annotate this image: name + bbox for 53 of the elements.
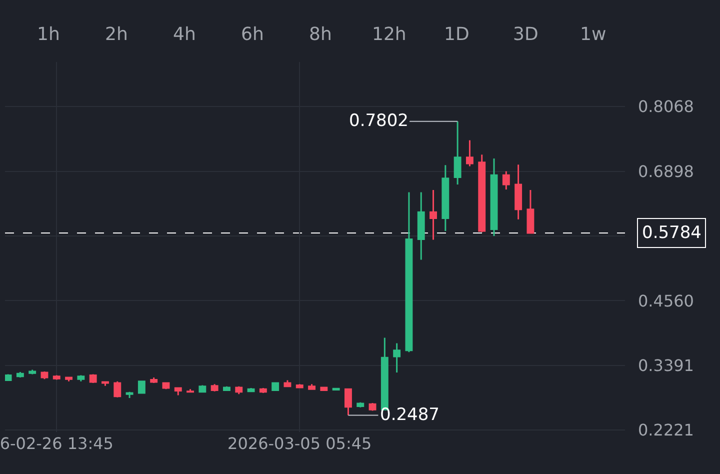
candlestick — [368, 402, 376, 412]
candlestick — [393, 342, 401, 374]
text: 8h — [309, 24, 332, 45]
candlestick — [126, 391, 134, 399]
x-tick-label: 6-02-26 13:45 — [0, 434, 114, 453]
text: 1D — [444, 24, 470, 45]
text: 3D — [513, 24, 538, 45]
candlestick — [417, 192, 425, 260]
candlestick — [16, 371, 24, 378]
candlestick — [174, 386, 182, 396]
candlestick — [28, 369, 36, 375]
x-tick-label: 2026-03-05 05:45 — [228, 434, 372, 453]
candlestick — [5, 373, 12, 382]
candlestick — [114, 380, 122, 398]
y-tick-label: 0.3391 — [638, 356, 694, 375]
candlestick — [320, 386, 328, 392]
candlestick — [344, 388, 352, 416]
candlestick — [454, 120, 462, 186]
candlestick — [490, 158, 498, 237]
text: 1w — [580, 24, 606, 45]
candlestick — [308, 383, 316, 390]
text: 6h — [241, 24, 264, 45]
candlestick — [405, 192, 413, 353]
candlestick — [466, 140, 474, 167]
candlestick — [138, 380, 146, 394]
candlestick — [272, 382, 280, 392]
text: 2h — [105, 24, 128, 45]
candlestick — [198, 384, 206, 394]
annotation: 0.7802 — [349, 111, 408, 131]
candlestick — [235, 386, 243, 395]
candlestick — [89, 373, 97, 384]
y-tick-label: 0.8068 — [638, 97, 694, 116]
candlestick — [526, 189, 534, 234]
candlestick — [40, 370, 48, 380]
y-tick-label: 0.6898 — [638, 162, 694, 181]
candlestick — [502, 170, 510, 190]
y-tick-label: 0.2221 — [638, 420, 694, 440]
candlestick — [210, 383, 218, 392]
candlestick — [514, 164, 522, 220]
text: 12h — [372, 24, 406, 45]
candlestick — [150, 376, 158, 384]
ref-line-label: 0.5784 — [642, 223, 702, 243]
candlestick — [478, 154, 486, 233]
candlestick — [52, 374, 60, 380]
annotation: 0.2487 — [380, 405, 440, 425]
candlestick — [102, 381, 109, 387]
y-tick-label: 0.4560 — [638, 291, 694, 310]
candlestick — [442, 164, 450, 232]
candlestick — [430, 189, 437, 241]
candlestick — [223, 386, 230, 392]
text: 1h — [37, 24, 60, 45]
text: 4h — [173, 24, 196, 45]
candlestick — [77, 374, 85, 382]
